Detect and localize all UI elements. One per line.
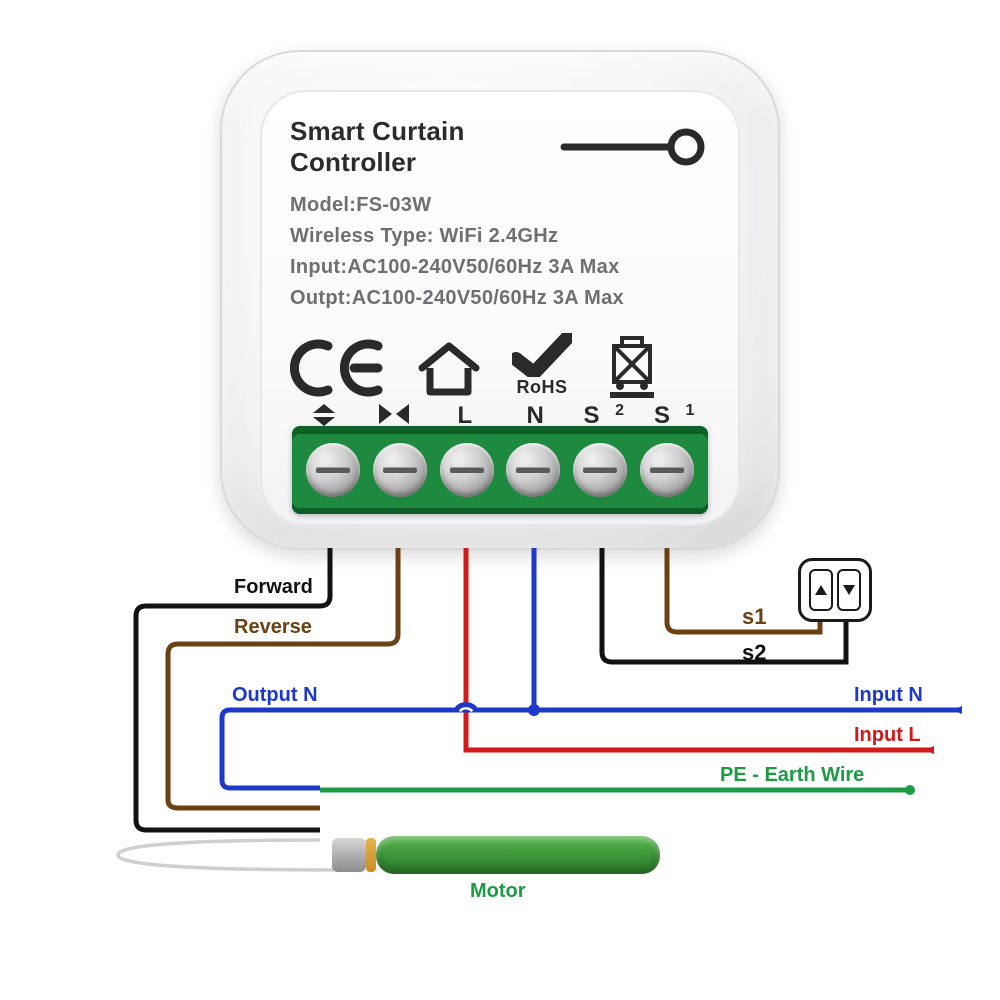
arrow-icon [952, 706, 962, 714]
arrow-icon [924, 746, 934, 754]
junction-dot [528, 704, 540, 716]
wire-motor-lead [118, 840, 340, 870]
motor-ring [366, 838, 376, 872]
label-reverse: Reverse [234, 616, 312, 639]
label-pe: PE - Earth Wire [720, 764, 864, 787]
label-s2: s2 [742, 640, 766, 666]
label-input-l: Input L [854, 724, 921, 747]
motor-body [376, 836, 660, 874]
label-input-n: Input N [854, 684, 923, 707]
motor-cap [332, 838, 366, 872]
label-forward: Forward [234, 576, 313, 599]
wire-s2 [602, 548, 846, 662]
pe-end-dot [905, 785, 915, 795]
label-s1: s1 [742, 604, 766, 630]
label-motor: Motor [470, 880, 526, 903]
label-output-n: Output N [232, 684, 318, 707]
